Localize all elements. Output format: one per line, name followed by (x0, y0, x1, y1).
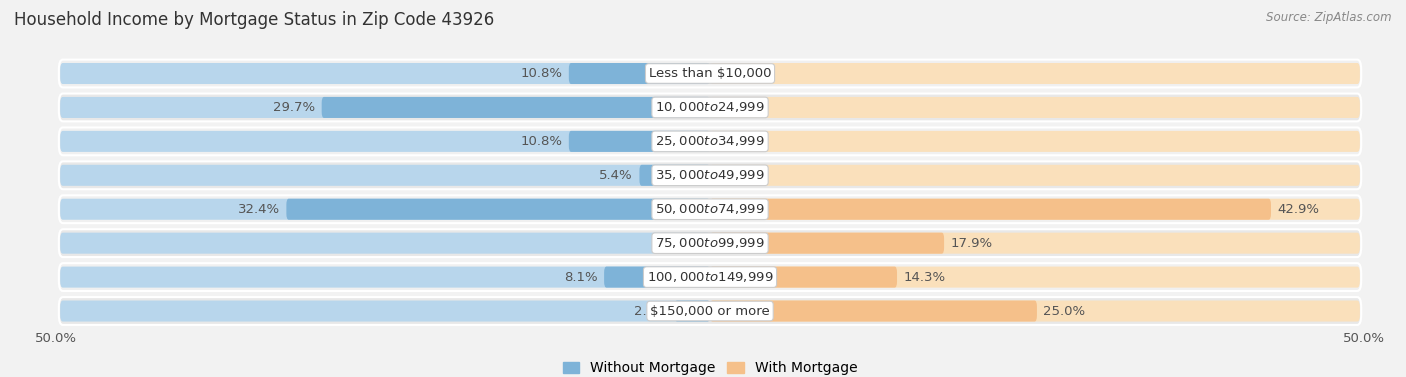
FancyBboxPatch shape (59, 229, 1361, 257)
FancyBboxPatch shape (569, 131, 710, 152)
Legend: Without Mortgage, With Mortgage: Without Mortgage, With Mortgage (557, 356, 863, 377)
Text: 0.0%: 0.0% (717, 67, 749, 80)
FancyBboxPatch shape (60, 97, 710, 118)
Text: Less than $10,000: Less than $10,000 (648, 67, 772, 80)
Text: $150,000 or more: $150,000 or more (650, 305, 770, 317)
FancyBboxPatch shape (640, 165, 710, 186)
FancyBboxPatch shape (60, 165, 710, 186)
Text: $50,000 to $74,999: $50,000 to $74,999 (655, 202, 765, 216)
Text: Source: ZipAtlas.com: Source: ZipAtlas.com (1267, 11, 1392, 24)
Text: 5.4%: 5.4% (599, 169, 633, 182)
Text: 0.0%: 0.0% (717, 101, 749, 114)
FancyBboxPatch shape (60, 233, 710, 254)
Text: 14.3%: 14.3% (904, 271, 946, 284)
FancyBboxPatch shape (710, 267, 897, 288)
Text: $35,000 to $49,999: $35,000 to $49,999 (655, 168, 765, 182)
FancyBboxPatch shape (675, 300, 710, 322)
FancyBboxPatch shape (322, 97, 710, 118)
Text: 42.9%: 42.9% (1278, 203, 1319, 216)
FancyBboxPatch shape (60, 199, 710, 220)
Text: 17.9%: 17.9% (950, 237, 993, 250)
Text: $10,000 to $24,999: $10,000 to $24,999 (655, 100, 765, 115)
Text: 32.4%: 32.4% (238, 203, 280, 216)
FancyBboxPatch shape (59, 60, 1361, 87)
Text: 0.0%: 0.0% (717, 135, 749, 148)
Text: 10.8%: 10.8% (520, 67, 562, 80)
FancyBboxPatch shape (605, 267, 710, 288)
FancyBboxPatch shape (59, 161, 1361, 189)
Text: 0.0%: 0.0% (671, 237, 703, 250)
Text: $100,000 to $149,999: $100,000 to $149,999 (647, 270, 773, 284)
FancyBboxPatch shape (710, 97, 1360, 118)
FancyBboxPatch shape (59, 263, 1361, 291)
FancyBboxPatch shape (287, 199, 710, 220)
FancyBboxPatch shape (710, 300, 1038, 322)
FancyBboxPatch shape (60, 300, 710, 322)
FancyBboxPatch shape (60, 63, 710, 84)
FancyBboxPatch shape (59, 93, 1361, 121)
FancyBboxPatch shape (59, 195, 1361, 223)
FancyBboxPatch shape (710, 233, 1360, 254)
Text: 29.7%: 29.7% (273, 101, 315, 114)
FancyBboxPatch shape (59, 297, 1361, 325)
FancyBboxPatch shape (60, 131, 710, 152)
FancyBboxPatch shape (710, 300, 1360, 322)
Text: 10.8%: 10.8% (520, 135, 562, 148)
FancyBboxPatch shape (710, 199, 1271, 220)
Text: Household Income by Mortgage Status in Zip Code 43926: Household Income by Mortgage Status in Z… (14, 11, 495, 29)
Text: $25,000 to $34,999: $25,000 to $34,999 (655, 134, 765, 149)
FancyBboxPatch shape (569, 63, 710, 84)
FancyBboxPatch shape (710, 267, 1360, 288)
Text: 2.7%: 2.7% (634, 305, 668, 317)
Text: 8.1%: 8.1% (564, 271, 598, 284)
FancyBboxPatch shape (710, 199, 1360, 220)
FancyBboxPatch shape (710, 233, 943, 254)
FancyBboxPatch shape (710, 165, 1360, 186)
FancyBboxPatch shape (710, 131, 1360, 152)
Text: 0.0%: 0.0% (717, 169, 749, 182)
Text: 25.0%: 25.0% (1043, 305, 1085, 317)
Text: $75,000 to $99,999: $75,000 to $99,999 (655, 236, 765, 250)
FancyBboxPatch shape (710, 63, 1360, 84)
FancyBboxPatch shape (60, 267, 710, 288)
FancyBboxPatch shape (59, 127, 1361, 155)
